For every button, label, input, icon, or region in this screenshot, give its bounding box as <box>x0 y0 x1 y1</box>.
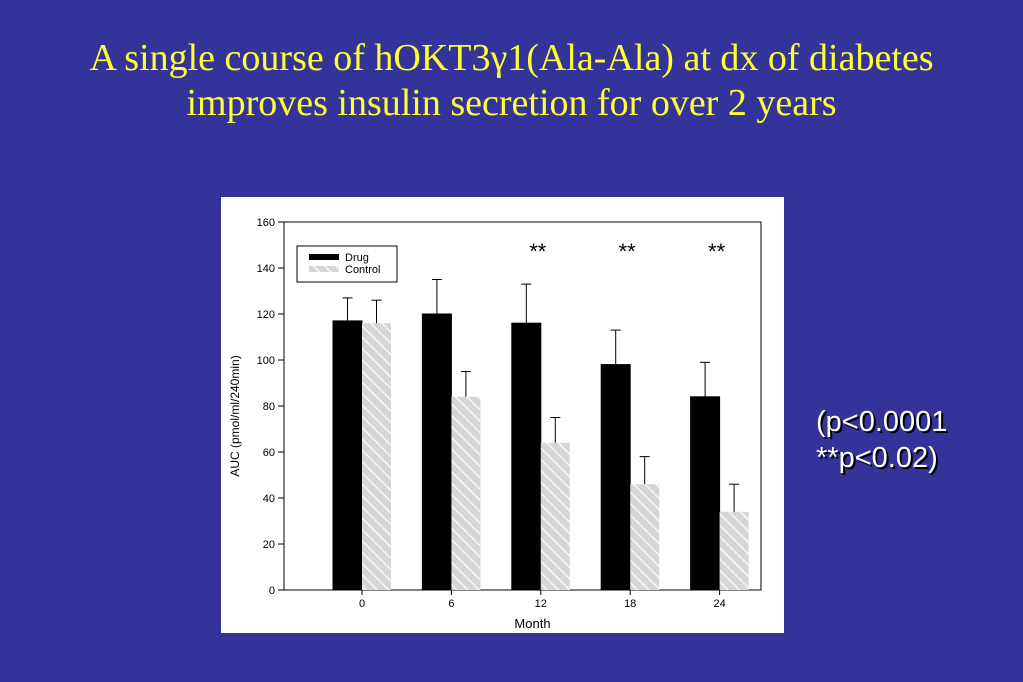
y-tick-label: 0 <box>269 585 275 597</box>
legend-box <box>296 245 398 283</box>
p-value-line-2: **p<0.02) <box>816 442 938 474</box>
legend-label-control: Control <box>345 264 380 276</box>
y-axis-label: AUC (pmol/ml/240min) <box>228 355 242 476</box>
bar-control <box>540 442 570 590</box>
y-tick-label: 100 <box>257 355 275 367</box>
x-tick-label: 0 <box>359 598 365 610</box>
y-tick-label: 140 <box>257 263 275 275</box>
y-tick-label: 20 <box>263 539 275 551</box>
bar-control <box>719 511 749 590</box>
x-axis-label: Month <box>514 616 550 631</box>
legend-label-drug: Drug <box>345 252 369 264</box>
bar-drug <box>421 313 452 591</box>
y-tick-label: 80 <box>263 401 275 413</box>
bar-drug <box>600 364 631 591</box>
legend-swatch-drug <box>309 254 339 260</box>
significance-marker: ** <box>619 239 637 264</box>
bar-control <box>451 396 481 590</box>
chart-panel: 0 20 40 60 80 100 120 140 160 0 6 12 18 24 Month AUC (p… <box>221 197 784 633</box>
p-value-line-1: (p<0.0001 <box>816 406 948 438</box>
bar-drug <box>690 396 721 591</box>
x-tick-label: 12 <box>535 598 547 610</box>
legend-swatch-control <box>309 266 339 272</box>
y-tick-label: 160 <box>257 217 275 229</box>
bar-control <box>630 484 660 590</box>
y-tick-label: 120 <box>257 309 275 321</box>
y-tick-label: 60 <box>263 447 275 459</box>
bar-control <box>362 323 391 590</box>
bar-chart: 0 20 40 60 80 100 120 140 160 0 6 12 18 24 Month AUC (p… <box>228 217 762 631</box>
slide-title: A single course of hOKT3γ1(Ala-Ala) at d… <box>89 37 934 124</box>
p-value-note: (p<0.0001 **p<0.02) <box>816 404 947 476</box>
significance-marker: ** <box>708 239 726 264</box>
y-tick-label: 40 <box>263 493 275 505</box>
x-tick-label: 18 <box>624 598 636 610</box>
x-tick-label: 6 <box>448 598 454 610</box>
bar-drug <box>511 322 542 591</box>
significance-marker: ** <box>529 239 547 264</box>
bar-drug <box>332 320 363 591</box>
x-tick-label: 24 <box>713 598 725 610</box>
